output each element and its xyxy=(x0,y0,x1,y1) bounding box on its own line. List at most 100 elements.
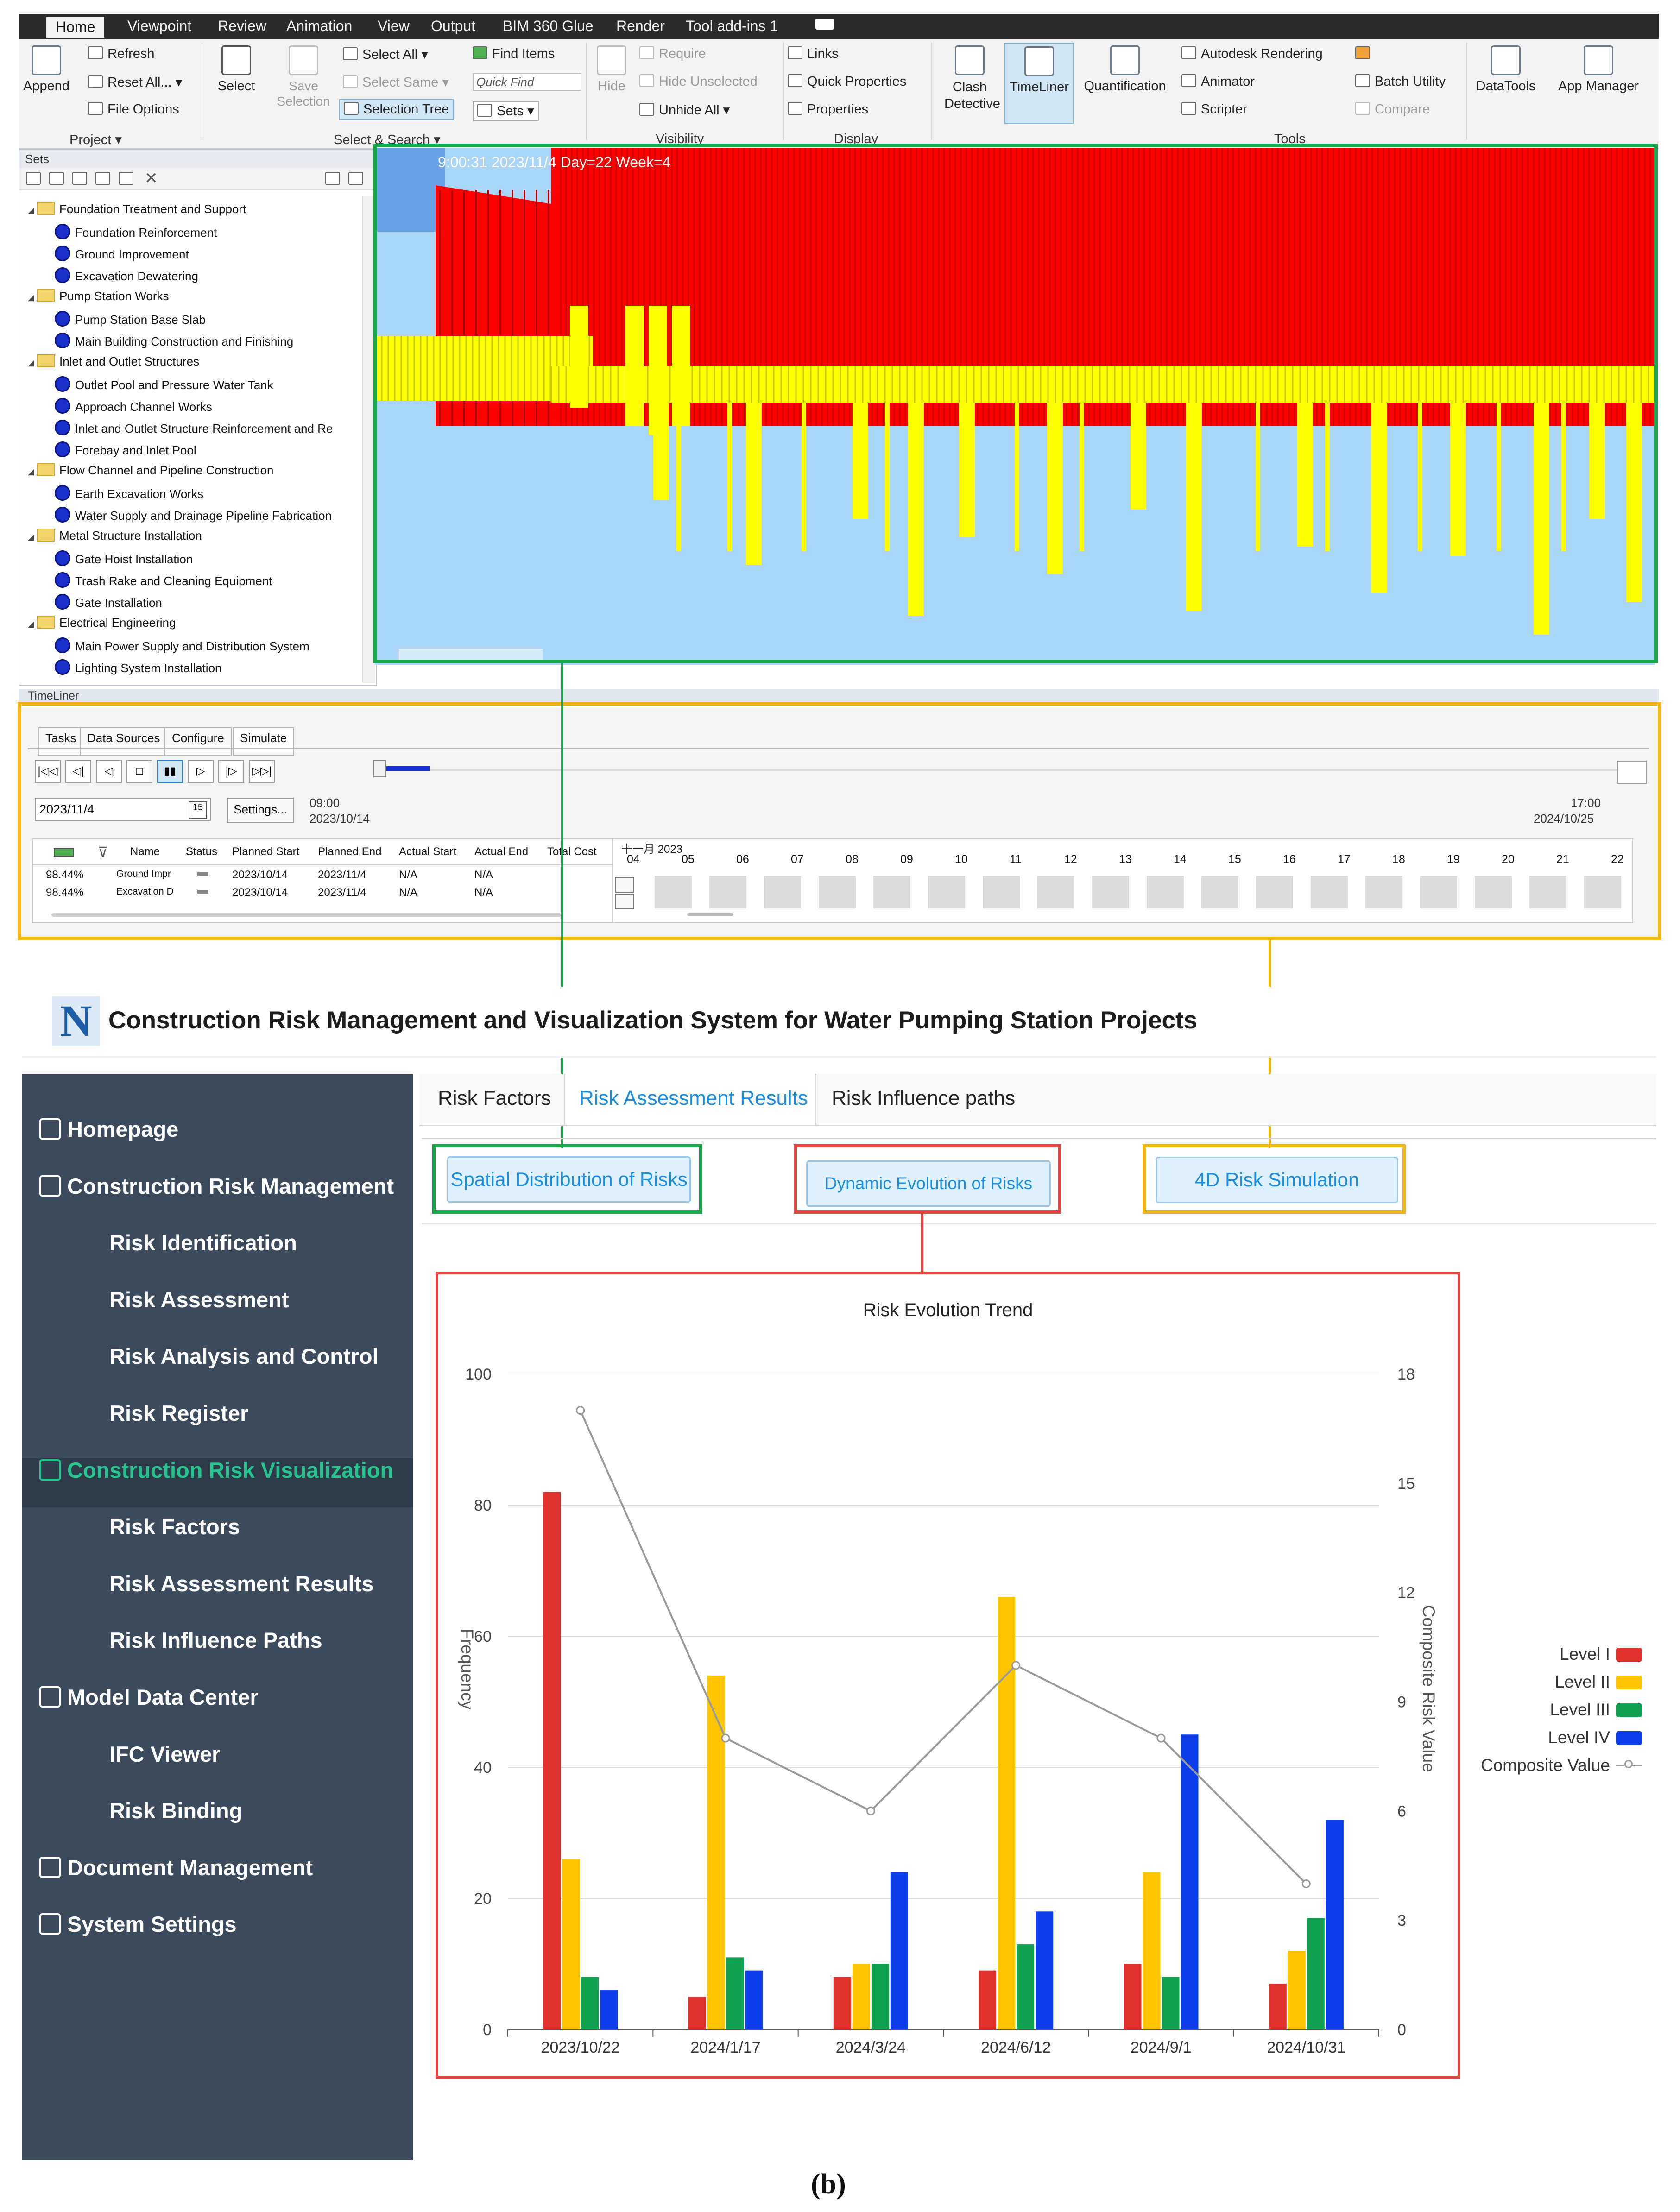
properties-button[interactable]: Properties xyxy=(788,102,868,117)
selection-set-item[interactable]: Pump Station Base Slab xyxy=(55,311,206,327)
selection-set-item[interactable]: Forebay and Inlet Pool xyxy=(55,441,196,458)
import-export-icon[interactable] xyxy=(348,172,363,185)
column-header-planned-start[interactable]: Planned Start xyxy=(232,845,300,858)
collapse-icon[interactable]: ◢ xyxy=(28,532,34,542)
hide-unselected-button[interactable]: Hide Unselected xyxy=(639,74,758,89)
selection-set-item[interactable]: Earth Excavation Works xyxy=(55,485,203,501)
settings-button[interactable]: Settings... xyxy=(227,798,294,823)
legend-label[interactable]: Level II xyxy=(1554,1672,1610,1691)
select-same-button[interactable]: Select Same ▾ xyxy=(343,74,449,90)
sets-scrollbar[interactable] xyxy=(362,196,375,683)
step-back-icon[interactable]: ◁| xyxy=(65,760,91,783)
collapse-icon[interactable]: ◢ xyxy=(28,619,34,629)
table-hscrollbar[interactable] xyxy=(51,913,561,917)
selection-set-item[interactable]: Trash Rake and Cleaning Equipment xyxy=(55,572,272,588)
clash-detective-button[interactable]: Clash Detective xyxy=(935,45,1004,112)
4d-risk-simulation-button[interactable]: 4D Risk Simulation xyxy=(1156,1157,1398,1203)
select-button[interactable]: Select xyxy=(211,45,262,94)
hide-button[interactable]: Hide xyxy=(591,45,632,94)
folder-item[interactable]: ◢ Metal Structure Installation xyxy=(28,529,202,543)
folder-item[interactable]: ◢ Foundation Treatment and Support xyxy=(28,202,246,216)
sets-dropdown[interactable]: Sets ▾ xyxy=(473,101,539,121)
table-row[interactable]: 98.44% Ground Impr 2023/10/14 2023/11/4 … xyxy=(46,869,493,881)
autodesk-rendering-button[interactable]: Autodesk Rendering xyxy=(1181,46,1323,62)
timeliner-tab-simulate[interactable]: Simulate xyxy=(233,727,295,756)
simulation-slider-track[interactable] xyxy=(376,769,1627,771)
quick-find-input[interactable]: Quick Find xyxy=(473,73,581,91)
model-viewport[interactable]: 9:00:31 2023/11/4 Day=22 Week=4 xyxy=(375,148,1655,665)
ribbon-tab-animation[interactable]: Animation xyxy=(286,18,353,34)
filter-icon[interactable]: ⊽ xyxy=(98,845,108,860)
appearance-profiler-button[interactable] xyxy=(1355,46,1375,62)
collapse-icon[interactable]: ◢ xyxy=(28,206,34,215)
export-animation-icon[interactable] xyxy=(1617,761,1647,784)
links-button[interactable]: Links xyxy=(788,46,839,62)
sidebar-item-risk-binding[interactable]: Risk Binding xyxy=(109,1798,242,1823)
binoculars-icon[interactable] xyxy=(49,172,64,185)
tab-risk-assessment-results[interactable]: Risk Assessment Results xyxy=(579,1087,808,1109)
find-items-button[interactable]: Find Items xyxy=(473,46,555,62)
datatools-button[interactable]: DataTools xyxy=(1471,45,1541,94)
column-header-status[interactable]: Status xyxy=(186,845,218,858)
stop-icon[interactable]: □ xyxy=(126,760,152,783)
spatial-distribution-button[interactable]: Spatial Distribution of Risks xyxy=(447,1156,691,1203)
collapse-icon[interactable]: ◢ xyxy=(28,293,34,302)
sidebar-item-risk-influence-paths[interactable]: Risk Influence Paths xyxy=(109,1627,322,1653)
sidebar-item-ifc-viewer[interactable]: IFC Viewer xyxy=(109,1741,220,1767)
ribbon-tab-render[interactable]: Render xyxy=(616,18,665,34)
selection-set-item[interactable]: Gate Hoist Installation xyxy=(55,550,193,567)
camera-icon[interactable] xyxy=(815,19,834,30)
selection-set-item[interactable]: Foundation Reinforcement xyxy=(55,224,217,240)
selection-tree-button[interactable]: Selection Tree xyxy=(339,99,454,120)
timeliner-button[interactable]: TimeLiner xyxy=(1004,43,1074,124)
comment-icon[interactable] xyxy=(119,172,133,185)
unhide-all-button[interactable]: Unhide All ▾ xyxy=(639,102,730,118)
ribbon-tab-review[interactable]: Review xyxy=(218,18,266,34)
ribbon-tab-bim360[interactable]: BIM 360 Glue xyxy=(503,18,594,34)
new-folder-icon[interactable] xyxy=(72,172,87,185)
project-group-label[interactable]: Project ▾ xyxy=(69,132,122,147)
append-button[interactable]: Append xyxy=(21,45,72,94)
folder-item[interactable]: ◢ Electrical Engineering xyxy=(28,616,176,630)
sidebar-item-system-settings[interactable]: System Settings xyxy=(39,1911,237,1937)
selection-set-item[interactable]: Excavation Dewatering xyxy=(55,267,198,284)
legend-label[interactable]: Level I xyxy=(1559,1645,1610,1664)
ribbon-tab-view[interactable]: View xyxy=(378,18,410,34)
batch-utility-button[interactable]: Batch Utility xyxy=(1355,74,1446,89)
simulation-slider-thumb[interactable] xyxy=(373,760,386,777)
folder-item[interactable]: ◢ Flow Channel and Pipeline Construction xyxy=(28,463,274,478)
column-header-actual-start[interactable]: Actual Start xyxy=(399,845,457,858)
collapse-icon[interactable]: ◢ xyxy=(28,358,34,367)
play-icon[interactable]: ▷ xyxy=(188,760,214,783)
selection-set-item[interactable]: Inlet and Outlet Structure Reinforcement… xyxy=(55,420,333,436)
play-reverse-icon[interactable]: ◁ xyxy=(96,760,122,783)
folder-item[interactable]: ◢ Inlet and Outlet Structures xyxy=(28,354,199,369)
gantt-bar[interactable] xyxy=(615,877,634,893)
selection-set-item[interactable]: Water Supply and Drainage Pipeline Fabri… xyxy=(55,507,332,523)
sidebar-item-risk-register[interactable]: Risk Register xyxy=(109,1400,248,1426)
sidebar-item-risk-identification[interactable]: Risk Identification xyxy=(109,1230,297,1255)
column-header-planned-end[interactable]: Planned End xyxy=(318,845,382,858)
sidebar-item-risk-assessment-results[interactable]: Risk Assessment Results xyxy=(109,1571,373,1596)
selection-set-item[interactable]: Approach Channel Works xyxy=(55,398,212,414)
sidebar-item-construction-risk-visualization[interactable]: Construction Risk Visualization xyxy=(39,1457,393,1483)
date-picker[interactable]: 2023/11/4 15 xyxy=(35,798,211,821)
rewind-to-start-icon[interactable]: |◁◁ xyxy=(35,760,61,783)
step-forward-icon[interactable]: |▷ xyxy=(218,760,244,783)
sidebar-item-risk-factors[interactable]: Risk Factors xyxy=(109,1514,240,1539)
save-selection-button[interactable]: Save Selection xyxy=(269,45,338,109)
ribbon-tab-viewpoint[interactable]: Viewpoint xyxy=(127,18,192,34)
selection-set-item[interactable]: Gate Installation xyxy=(55,594,162,610)
scripter-button[interactable]: Scripter xyxy=(1181,102,1247,117)
select-all-button[interactable]: Select All ▾ xyxy=(343,46,428,63)
sidebar-item-model-data-center[interactable]: Model Data Center xyxy=(39,1684,259,1710)
table-row[interactable]: 98.44% Excavation D 2023/10/14 2023/11/4… xyxy=(46,886,493,899)
column-header-name[interactable]: Name xyxy=(130,845,160,858)
save-search-icon[interactable] xyxy=(26,172,41,185)
sidebar-item-risk-assessment[interactable]: Risk Assessment xyxy=(109,1287,289,1312)
pause-icon[interactable]: ▮▮ xyxy=(157,760,183,783)
legend-label[interactable]: Composite Value xyxy=(1480,1756,1610,1775)
ribbon-tab-tool-addins[interactable]: Tool add-ins 1 xyxy=(686,18,778,34)
require-button[interactable]: Require xyxy=(639,46,706,62)
selection-set-item[interactable]: Lighting System Installation xyxy=(55,659,222,675)
